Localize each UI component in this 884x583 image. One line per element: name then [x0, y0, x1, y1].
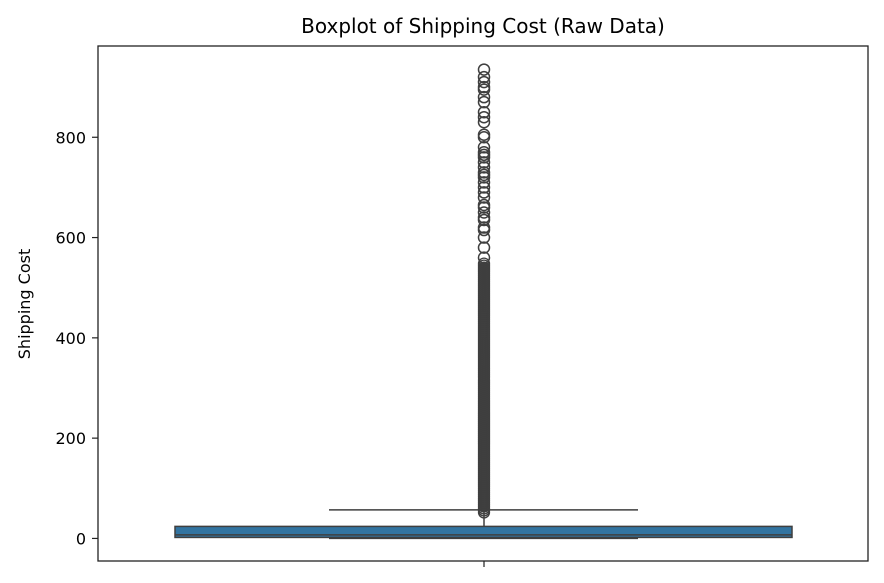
- outlier-point: [477, 110, 491, 124]
- outlier-point: [477, 257, 491, 270]
- outlier-point: [477, 80, 491, 94]
- outlier-point: [477, 221, 491, 234]
- outlier-point: [477, 166, 491, 179]
- chart-title: Boxplot of Shipping Cost (Raw Data): [301, 14, 665, 38]
- outlier-point: [477, 191, 491, 204]
- outlier-point: [477, 198, 491, 212]
- y-tick-label-800: 800: [55, 128, 86, 147]
- outlier-point: [477, 70, 491, 84]
- y-tick-label-200: 200: [55, 429, 86, 448]
- outlier-point: [477, 161, 491, 174]
- y-tick-label-600: 600: [55, 229, 86, 248]
- outlier-point: [477, 211, 491, 224]
- y-tick-label-400: 400: [55, 329, 86, 348]
- y-axis-label: Shipping Cost: [15, 249, 34, 359]
- outlier-point: [477, 75, 491, 89]
- outlier-point: [477, 186, 491, 199]
- outlier-point: [477, 146, 491, 159]
- outlier-point: [477, 90, 491, 104]
- outlier-point: [477, 206, 491, 219]
- outlier-point: [477, 141, 491, 154]
- outlier-point: [477, 251, 491, 264]
- outlier-point: [477, 105, 491, 119]
- outlier-point: [477, 241, 491, 254]
- outlier-point: [477, 156, 491, 169]
- outlier-point: [477, 63, 491, 76]
- outlier-point: [477, 176, 491, 189]
- plot-frame: [97, 45, 869, 562]
- outlier-point: [477, 231, 491, 244]
- outlier-point: [477, 128, 491, 142]
- outlier-point: [477, 95, 491, 109]
- outlier-point: [477, 181, 491, 194]
- iqr-box: [174, 525, 793, 539]
- y-tick-label-0: 0: [76, 529, 86, 548]
- plot-area: 0 200 400 600 800: [55, 45, 869, 567]
- outlier-point: [477, 115, 491, 129]
